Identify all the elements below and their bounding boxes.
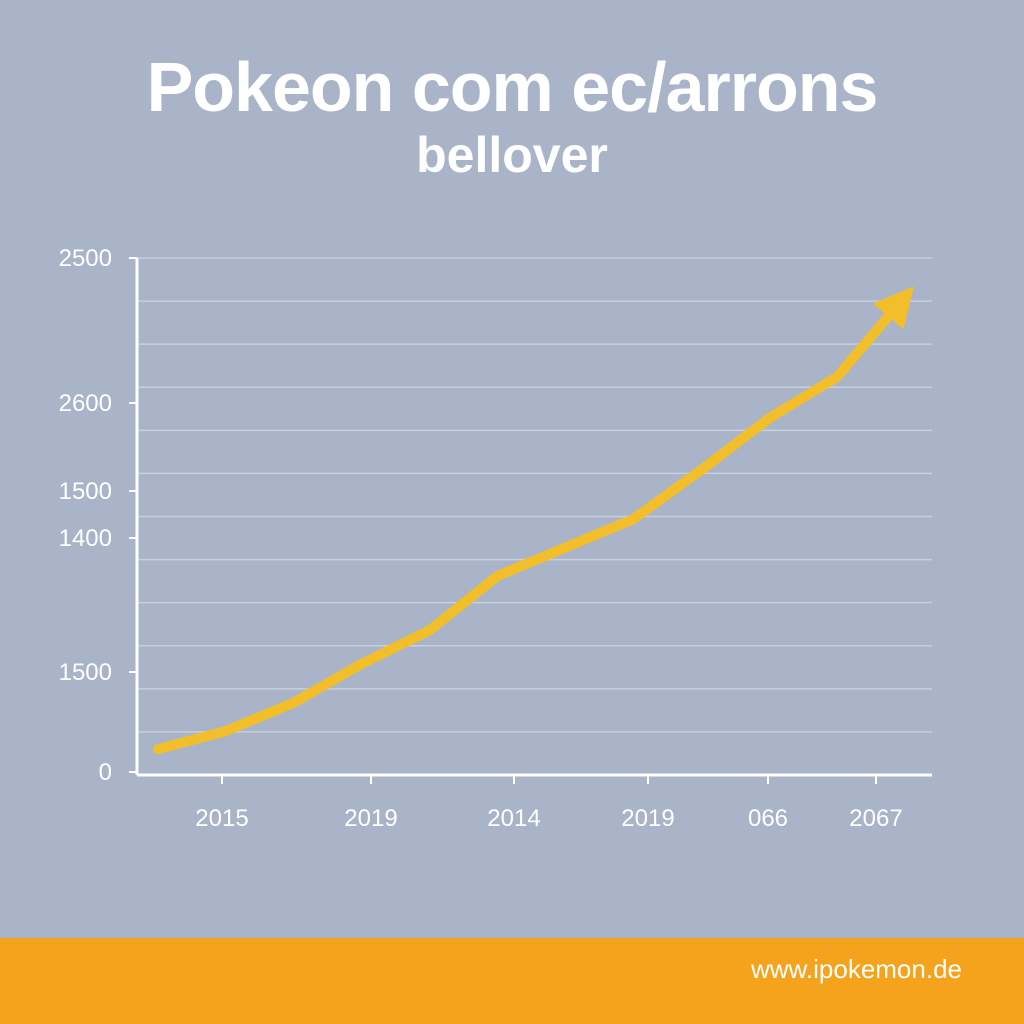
x-tick-label: 2019: [621, 805, 674, 832]
y-axis-ticks: 2500 2600 1500 1400 1500 0: [59, 245, 137, 786]
y-tick-label: 1500: [59, 659, 112, 686]
line-chart: 2500 2600 1500 1400 1500 0 2015 2019 2014 2019 06…: [59, 245, 932, 832]
series-group: [153, 286, 915, 755]
x-tick-label: 066: [748, 805, 788, 832]
footer-url: www.ipokemon.de: [751, 954, 962, 984]
x-axis-ticks: 2015 2019 2014 2019 066 2067: [195, 775, 903, 832]
gridlines: [137, 257, 932, 733]
y-tick-label: 2500: [59, 245, 112, 272]
series-line: [153, 291, 910, 755]
axes: [135, 258, 932, 777]
x-tick-label: 2019: [344, 805, 397, 832]
y-tick-label: 0: [99, 759, 112, 786]
footer-bar: www.ipokemon.de: [0, 938, 1024, 1024]
x-tick-label: 2015: [195, 805, 248, 832]
chart-title: Pokeon com ec/arrons: [146, 48, 879, 126]
x-tick-label: 2067: [849, 805, 902, 832]
y-tick-label: 2600: [59, 390, 112, 417]
chart-subtitle: bellover: [416, 127, 608, 183]
arrowhead: [872, 286, 915, 330]
y-tick-label: 1400: [59, 525, 112, 552]
x-tick-label: 2014: [487, 805, 540, 832]
y-tick-label: 1500: [59, 478, 112, 505]
